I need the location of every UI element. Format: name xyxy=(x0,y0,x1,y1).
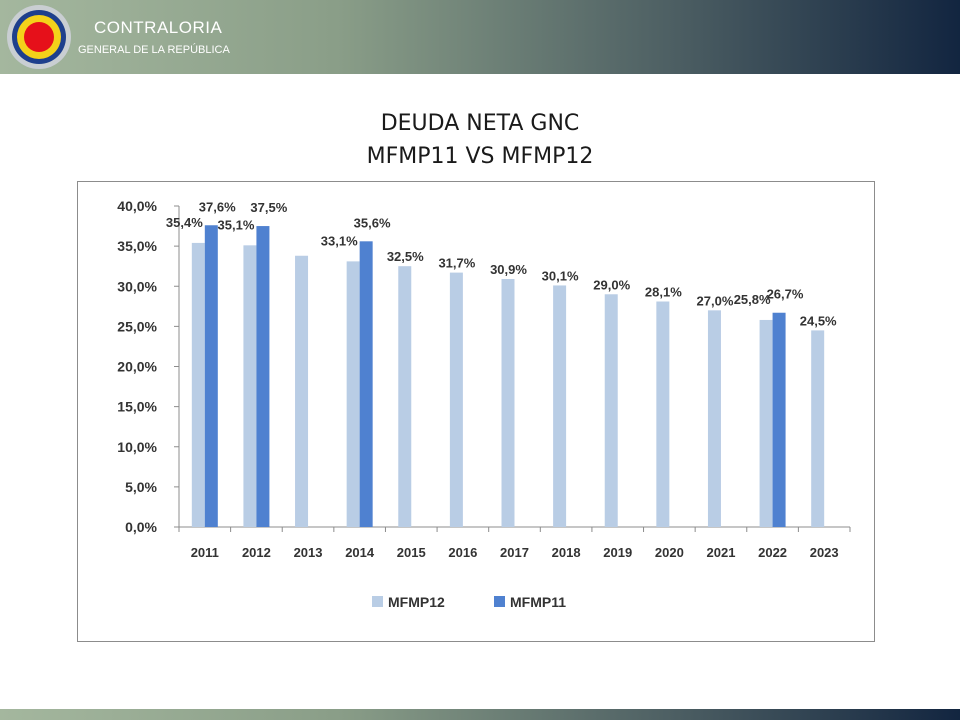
data-label-mfmp12: 27,0% xyxy=(697,293,734,308)
legend-label-mfmp12: MFMP12 xyxy=(388,594,445,610)
bar-mfmp12 xyxy=(295,255,309,527)
data-label-mfmp12: 25,8% xyxy=(734,292,771,307)
data-label-mfmp12: 35,4% xyxy=(166,215,203,230)
header-banner: CONTRALORIA GENERAL DE LA REPÚBLICA xyxy=(0,0,960,74)
bar-mfmp12 xyxy=(398,266,412,527)
y-tick-label: 10,0% xyxy=(117,439,157,455)
brand-subtitle: GENERAL DE LA REPÚBLICA xyxy=(78,44,230,56)
bar-mfmp11 xyxy=(204,225,218,527)
x-tick-label: 2019 xyxy=(603,545,632,560)
bar-mfmp12 xyxy=(656,301,670,527)
bar-mfmp12 xyxy=(191,242,205,527)
data-label-mfmp12: 24,5% xyxy=(800,313,837,328)
title-line-2: MFMP11 VS MFMP12 xyxy=(366,144,594,169)
bar-mfmp12 xyxy=(449,272,463,527)
x-tick-label: 2017 xyxy=(500,545,529,560)
y-tick-label: 30,0% xyxy=(117,278,157,294)
legend-swatch-mfmp11 xyxy=(494,596,505,607)
brand-title: CONTRALORIA xyxy=(94,18,223,37)
x-tick-label: 2013 xyxy=(294,545,323,560)
data-label-mfmp12: 35,1% xyxy=(218,217,255,232)
x-tick-label: 2011 xyxy=(191,545,219,560)
y-tick-label: 15,0% xyxy=(117,399,157,415)
page-title: DEUDA NETA GNC MFMP11 VS MFMP12 xyxy=(0,107,960,173)
bar-mfmp12 xyxy=(707,310,721,527)
x-tick-label: 2018 xyxy=(552,545,581,560)
x-tick-label: 2023 xyxy=(810,545,839,560)
bar-mfmp11 xyxy=(359,241,373,527)
y-tick-label: 5,0% xyxy=(125,479,157,495)
data-label-mfmp11: 37,6% xyxy=(199,199,236,214)
legend-swatch-mfmp12 xyxy=(372,596,383,607)
bar-mfmp12 xyxy=(759,319,773,527)
debt-bar-chart: 0,0% 5,0% 10,0% 15,0% 20,0% 25,0% 30,0% 35,0% 40… xyxy=(117,198,851,610)
x-tick-label: 2012 xyxy=(242,545,271,560)
data-label-mfmp11: 26,7% xyxy=(767,287,804,302)
bar-mfmp12 xyxy=(501,279,515,527)
y-tick-label: 20,0% xyxy=(117,359,157,375)
bar-mfmp12 xyxy=(811,330,825,527)
x-tick-label: 2021 xyxy=(707,545,736,560)
data-label-mfmp11: 37,5% xyxy=(250,200,287,215)
x-tick-label: 2022 xyxy=(758,545,787,560)
bar-mfmp12 xyxy=(553,285,567,527)
data-label-mfmp12: 32,5% xyxy=(387,249,424,264)
bar-mfmp12 xyxy=(243,245,257,527)
bar-mfmp12 xyxy=(604,294,618,527)
x-tick-label: 2015 xyxy=(397,545,426,560)
bar-mfmp11 xyxy=(256,226,270,527)
y-tick-label: 25,0% xyxy=(117,318,157,334)
data-label-mfmp12: 33,1% xyxy=(321,233,358,248)
bar-mfmp11 xyxy=(772,312,786,527)
y-tick-label: 35,0% xyxy=(117,238,157,254)
bar-mfmp12 xyxy=(346,261,360,527)
chart-frame: 0,0% 5,0% 10,0% 15,0% 20,0% 25,0% 30,0% 35,0% 40… xyxy=(77,181,875,642)
x-tick-label: 2014 xyxy=(345,545,375,560)
data-label-mfmp11: 35,6% xyxy=(354,215,391,230)
data-label-mfmp12: 30,1% xyxy=(542,268,579,283)
contraloria-logo-icon xyxy=(7,5,71,69)
y-tick-label: 0,0% xyxy=(125,519,157,535)
legend-label-mfmp11: MFMP11 xyxy=(510,594,566,610)
x-tick-label: 2016 xyxy=(448,545,477,560)
data-label-mfmp12: 29,0% xyxy=(593,277,630,292)
data-label-mfmp12: 31,7% xyxy=(438,256,475,271)
footer-bar xyxy=(0,709,960,720)
y-tick-label: 40,0% xyxy=(117,198,157,214)
data-label-mfmp12: 30,9% xyxy=(490,262,527,277)
title-line-1: DEUDA NETA GNC xyxy=(380,111,580,136)
x-tick-label: 2020 xyxy=(655,545,684,560)
data-label-mfmp12: 28,1% xyxy=(645,284,682,299)
